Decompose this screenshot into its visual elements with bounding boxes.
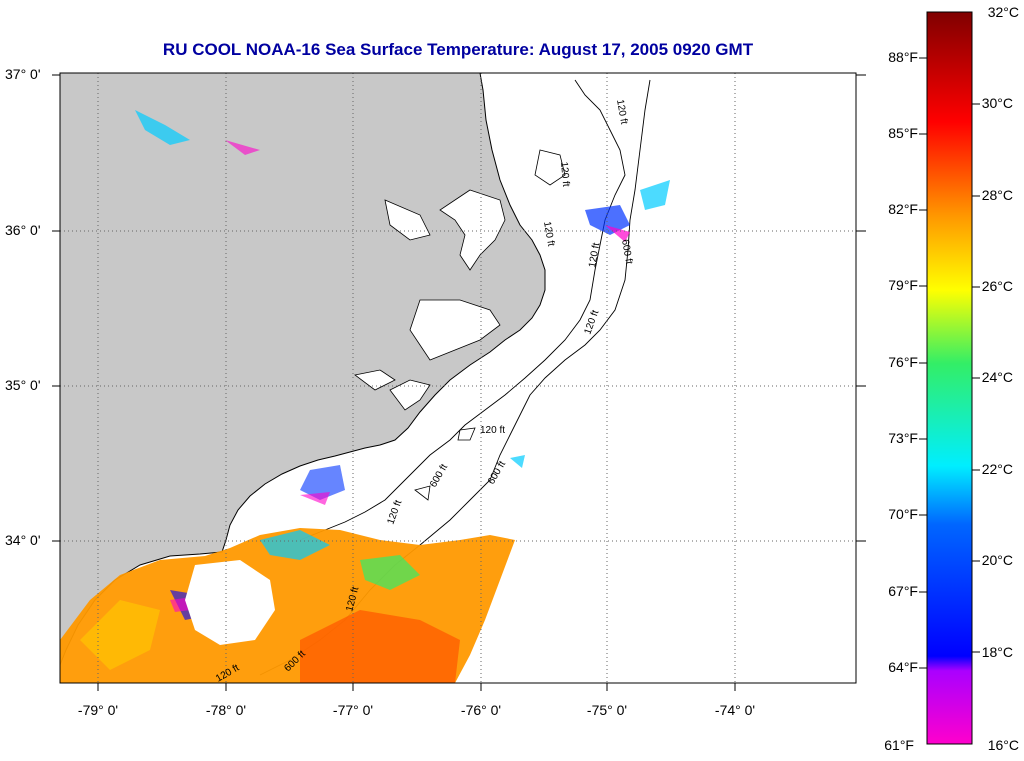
contour-label: 600 ft: [619, 239, 634, 266]
contour-label: 120 ft: [587, 242, 602, 269]
colorbar-c-label: 32°C: [988, 4, 1019, 20]
lat-label: 34° 0': [5, 532, 41, 548]
lon-label: -77° 0': [333, 702, 373, 718]
lon-label: -75° 0': [587, 702, 627, 718]
lon-label: -79° 0': [78, 702, 118, 718]
lat-label: 37° 0': [5, 66, 41, 82]
colorbar-f-label: 67°F: [888, 583, 918, 599]
colorbar-f-label: 64°F: [888, 659, 918, 675]
colorbar-f-label: 88°F: [888, 49, 918, 65]
colorbar-f-label: 82°F: [888, 201, 918, 217]
contour-label: 120 ft: [558, 161, 571, 187]
contour-label: 120 ft: [480, 425, 505, 436]
colorbar-f-label: 70°F: [888, 506, 918, 522]
colorbar-c-label: 16°C: [988, 737, 1019, 753]
colorbar-f-label: 85°F: [888, 125, 918, 141]
map-frame: [59, 72, 857, 684]
colorbar-c-label: 20°C: [982, 552, 1013, 568]
colorbar-f-label: 73°F: [888, 430, 918, 446]
contour-120ft: [299, 79, 626, 541]
colorbar-c-label: 24°C: [982, 369, 1013, 385]
contour-label: 120 ft: [614, 99, 629, 126]
colorbar-c-label: 28°C: [982, 187, 1013, 203]
colorbar-c-label: 30°C: [982, 95, 1013, 111]
colorbar: 88°F 85°F 82°F 79°F 76°F 73°F 70°F 67°F …: [884, 4, 1019, 753]
land: [60, 73, 546, 666]
lon-label: -78° 0': [206, 702, 246, 718]
lat-label: 35° 0': [5, 377, 41, 393]
lat-labels: 37° 0' 36° 0' 35° 0' 34° 0': [5, 66, 41, 548]
colorbar-c-label: 22°C: [982, 461, 1013, 477]
lon-labels: -79° 0' -78° 0' -77° 0' -76° 0' -75° 0' …: [78, 702, 755, 718]
contour-label: 120 ft: [541, 221, 556, 248]
lat-label: 36° 0': [5, 222, 41, 238]
graticule: [60, 73, 856, 683]
colorbar-gradient: [926, 11, 973, 745]
colorbar-f-label: 79°F: [888, 277, 918, 293]
colorbar-c-label: 26°C: [982, 278, 1013, 294]
colorbar-c-label: 18°C: [982, 644, 1013, 660]
axis-ticks: [52, 74, 866, 691]
colorbar-f-label: 61°F: [884, 737, 914, 753]
colorbar-f-label: 76°F: [888, 354, 918, 370]
lon-label: -76° 0': [461, 702, 501, 718]
lon-label: -74° 0': [715, 702, 755, 718]
map-title: RU COOL NOAA-16 Sea Surface Temperature:…: [162, 40, 754, 59]
